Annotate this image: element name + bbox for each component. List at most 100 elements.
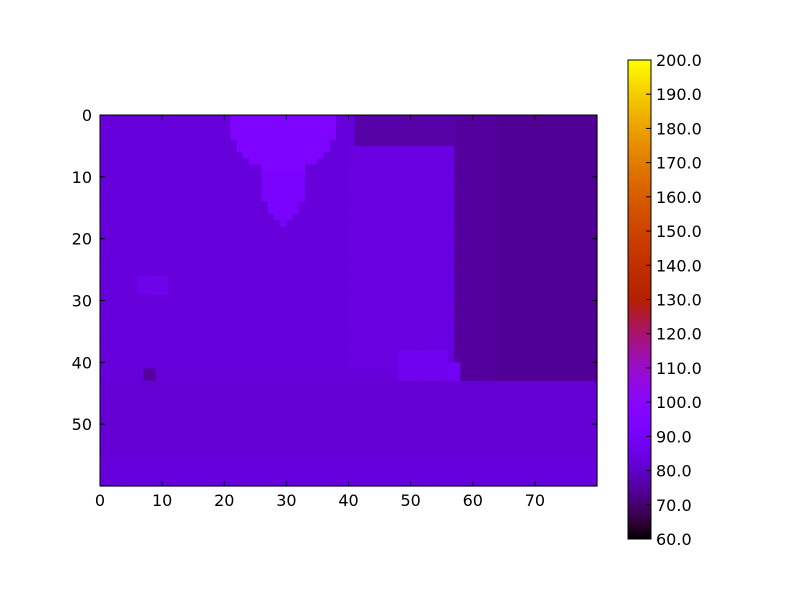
heatmap-cell [168, 152, 176, 159]
heatmap-cell [298, 411, 306, 419]
heatmap-cell [391, 115, 399, 122]
heatmap-cell [435, 145, 443, 153]
heatmap-cell [267, 288, 275, 295]
heatmap-cell [305, 226, 312, 234]
heatmap-cell [162, 164, 169, 172]
heatmap-cell [155, 158, 163, 166]
heatmap-cell [180, 362, 188, 370]
heatmap-cell [373, 127, 381, 135]
heatmap-cell [131, 281, 138, 289]
heatmap-cell [131, 405, 138, 413]
heatmap-cell [155, 362, 163, 370]
heatmap-cell [230, 288, 238, 295]
heatmap-cell [342, 417, 350, 425]
heatmap-cell [199, 251, 207, 258]
heatmap-cell [348, 288, 356, 295]
heatmap-cell [218, 455, 225, 462]
heatmap-cell [547, 430, 555, 438]
heatmap-cell [466, 473, 474, 481]
heatmap-cell [329, 220, 337, 227]
heatmap-cell [522, 405, 530, 413]
heatmap-cell [472, 300, 480, 308]
heatmap-cell [360, 448, 368, 456]
heatmap-cell [460, 461, 468, 469]
heatmap-cell [565, 176, 573, 184]
heatmap-cell [578, 479, 586, 487]
heatmap-cell [472, 158, 480, 166]
heatmap-cell [112, 127, 120, 135]
heatmap-cell [280, 201, 287, 209]
heatmap-cell [354, 479, 362, 487]
heatmap-cell [503, 399, 511, 407]
heatmap-cell [385, 281, 393, 289]
heatmap-cell [199, 189, 207, 196]
heatmap-cell [143, 121, 151, 128]
heatmap-cell [112, 479, 120, 487]
heatmap-cell [416, 387, 424, 394]
heatmap-cell [193, 121, 200, 128]
heatmap-cell [379, 448, 387, 456]
heatmap-cell [174, 473, 182, 481]
heatmap-cell [497, 356, 505, 363]
heatmap-cell [180, 195, 188, 203]
heatmap-cell [478, 145, 486, 153]
heatmap-cell [224, 473, 232, 481]
heatmap-cell [336, 288, 343, 295]
heatmap-cell [168, 288, 176, 295]
heatmap-cell [255, 300, 263, 308]
heatmap-cell [404, 467, 412, 475]
heatmap-cell [298, 133, 306, 141]
heatmap-cell [534, 300, 542, 308]
heatmap-cell [273, 170, 281, 178]
heatmap-cell [547, 251, 555, 258]
heatmap-cell [516, 325, 524, 333]
heatmap-cell [186, 411, 194, 419]
heatmap-cell [435, 374, 443, 382]
heatmap-cell [497, 220, 505, 227]
heatmap-cell [590, 115, 598, 122]
heatmap-cell [143, 189, 151, 196]
heatmap-cell [174, 158, 182, 166]
heatmap-cell [292, 374, 300, 382]
heatmap-cell [348, 158, 356, 166]
heatmap-cell [305, 368, 312, 376]
heatmap-cell [522, 121, 530, 128]
heatmap-cell [230, 189, 238, 196]
heatmap-cell [112, 115, 120, 122]
heatmap-cell [267, 349, 275, 357]
heatmap-cell [485, 430, 492, 438]
heatmap-cell [211, 399, 219, 407]
heatmap-cell [522, 442, 530, 450]
heatmap-cell [559, 158, 567, 166]
heatmap-cell [373, 220, 381, 227]
heatmap-cell [131, 337, 138, 345]
heatmap-cell [255, 319, 263, 326]
heatmap-cell [416, 380, 424, 388]
heatmap-cell [485, 127, 492, 135]
heatmap-cell [186, 306, 194, 314]
heatmap-cell [441, 176, 449, 184]
heatmap-cell [565, 319, 573, 326]
heatmap-cell [565, 424, 573, 431]
heatmap-cell [491, 176, 499, 184]
heatmap-cell [584, 176, 592, 184]
heatmap-cell [534, 226, 542, 234]
heatmap-cell [311, 115, 319, 122]
heatmap-cell [454, 455, 461, 462]
heatmap-cell [193, 349, 200, 357]
heatmap-cell [143, 380, 151, 388]
heatmap-cell [416, 331, 424, 339]
heatmap-cell [261, 473, 269, 481]
heatmap-cell [466, 479, 474, 487]
heatmap-cell [441, 263, 449, 271]
heatmap-cell [516, 374, 524, 382]
heatmap-cell [572, 362, 579, 370]
heatmap-cell [572, 152, 579, 159]
heatmap-cell [466, 430, 474, 438]
heatmap-cell [553, 405, 561, 413]
heatmap-cell [106, 362, 114, 370]
heatmap-cell [242, 411, 250, 419]
heatmap-cell [404, 448, 412, 456]
heatmap-cell [230, 343, 238, 351]
heatmap-cell [280, 393, 287, 401]
